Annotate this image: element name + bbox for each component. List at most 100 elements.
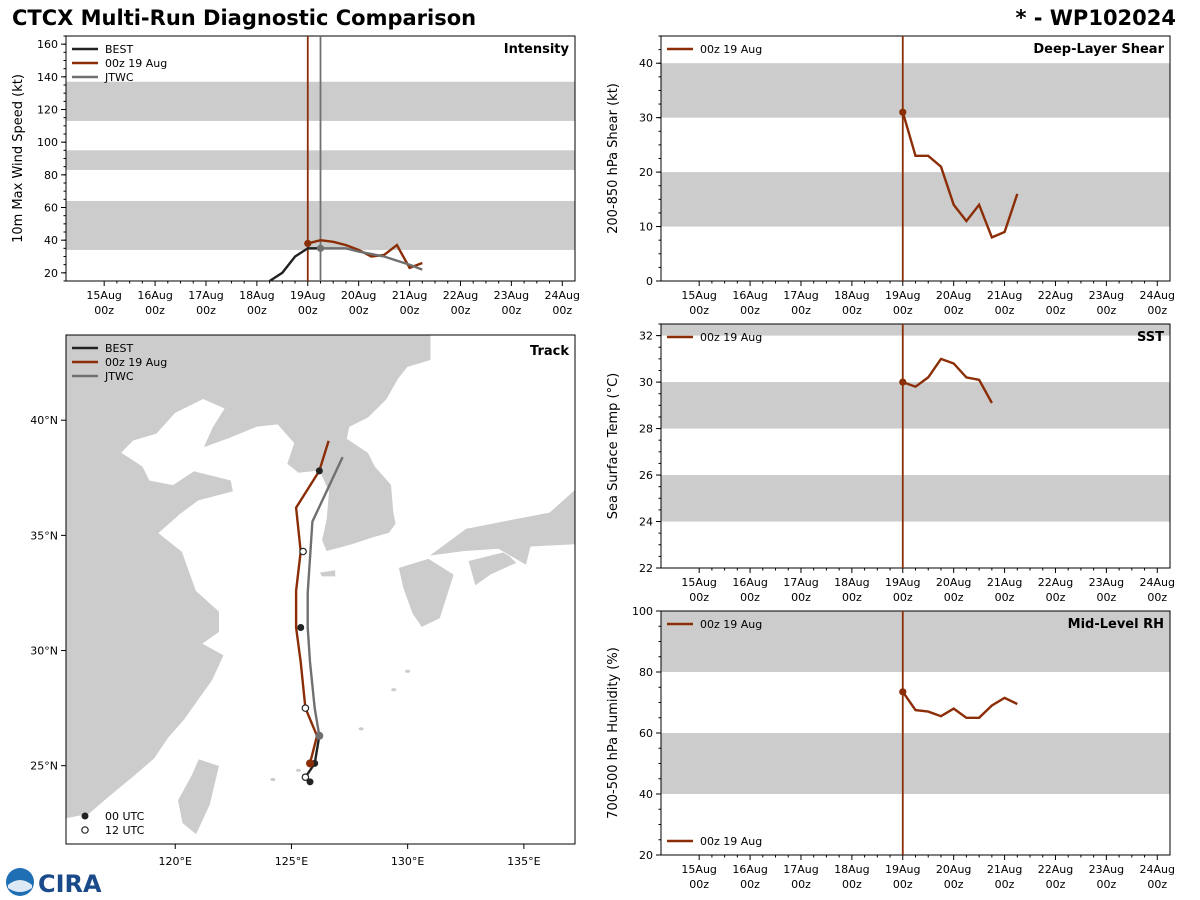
sst-band [661, 382, 1170, 429]
track-ytick-label: 40°N [30, 414, 58, 427]
shear-xtick-hour: 00z [944, 304, 964, 317]
intensity-xtick-day: 19Aug [290, 289, 325, 302]
intensity-series-line [320, 247, 423, 271]
track-title: Track [530, 344, 569, 359]
sst-xtick-day: 20Aug [936, 576, 971, 589]
sst-xtick-hour: 00z [893, 591, 913, 604]
page-title: CTCX Multi-Run Diagnostic Comparison [12, 6, 477, 30]
shear-xtick-day: 18Aug [834, 289, 869, 302]
track-xtick-label: 125°E [275, 855, 308, 868]
sst-ytick-label: 24 [639, 516, 653, 529]
sst-xtick-hour: 00z [1096, 591, 1116, 604]
rh-xtick-hour: 00z [791, 878, 811, 891]
rh-xtick-hour: 00z [944, 878, 964, 891]
intensity-xtick-hour: 00z [400, 304, 420, 317]
track-legend-label: JTWC [104, 370, 134, 383]
rh-ytick-label: 60 [639, 727, 653, 740]
shear-xtick-day: 17Aug [783, 289, 818, 302]
rh-series-line [901, 691, 1018, 719]
intensity-xtick-day: 16Aug [137, 289, 172, 302]
marker-legend-12-icon [81, 826, 89, 834]
sst-band [661, 324, 1170, 336]
shear-xtick-hour: 00z [995, 304, 1015, 317]
sst-xtick-day: 16Aug [732, 576, 767, 589]
sst-legend-label: 00z 19 Aug [700, 331, 762, 344]
rh-ylabel: 700-500 hPa Humidity (%) [606, 647, 621, 819]
shear-series-line [901, 111, 1019, 239]
shear-ytick-label: 40 [639, 57, 653, 70]
shear-xtick-hour: 00z [689, 304, 709, 317]
shear-xtick-day: 24Aug [1140, 289, 1175, 302]
track-marker-00utc [306, 778, 314, 786]
intensity-ytick-label: 40 [44, 234, 58, 247]
rh-title: Mid-Level RH [1068, 617, 1164, 632]
track-line [306, 456, 344, 736]
rh-band [661, 733, 1170, 794]
sst-xtick-day: 21Aug [987, 576, 1022, 589]
marker-legend-label: 12 UTC [105, 824, 145, 837]
rh-xtick-hour: 00z [995, 878, 1015, 891]
sst-ytick-label: 28 [639, 423, 653, 436]
intensity-ytick-label: 20 [44, 267, 58, 280]
shear-xtick-hour: 00z [1147, 304, 1167, 317]
honshu-land [427, 488, 575, 566]
shear-panel: 0 10 20 30 40 15Aug 00z 16Aug 00z 17Aug 00z 18Aug 00… [606, 35, 1175, 317]
sst-ytick-label: 32 [639, 330, 653, 343]
shear-ylabel: 200-850 hPa Shear (kt) [606, 83, 621, 234]
rh-ytick-label: 80 [639, 666, 653, 679]
track-marker-12utc [301, 704, 310, 712]
sst-xtick-day: 24Aug [1140, 576, 1175, 589]
rh-xtick-day: 16Aug [732, 863, 767, 876]
intensity-ylabel: 10m Max Wind Speed (kt) [11, 74, 26, 243]
sst-series-start-point [899, 378, 907, 386]
sst-xtick-hour: 00z [791, 591, 811, 604]
shear-xtick-day: 21Aug [987, 289, 1022, 302]
rh-panel: 20 40 60 80 100 15Aug 00z 16Aug 00z 17Aug 00z 18Aug… [606, 605, 1175, 891]
intensity-series-start-point [304, 239, 312, 248]
shear-ytick-label: 20 [639, 166, 653, 179]
storm-id-title: * - WP102024 [1015, 6, 1176, 30]
sst-series-group [899, 357, 993, 404]
mainland-asia-land [66, 335, 432, 820]
intensity-ytick-label: 120 [37, 104, 58, 117]
shear-xtick-hour: 00z [893, 304, 913, 317]
track-marker-jtwc-start [315, 731, 324, 740]
intensity-xtick-hour: 00z [298, 304, 318, 317]
sst-title: SST [1137, 330, 1164, 345]
rh-ytick-label: 100 [632, 605, 653, 618]
intensity-series-start-point [316, 244, 325, 252]
intensity-legend-label: 00z 19 Aug [105, 57, 167, 70]
sst-xtick-day: 22Aug [1038, 576, 1073, 589]
intensity-xtick-hour: 00z [94, 304, 114, 317]
ryukyu-island [295, 767, 302, 773]
rh-legend-label: 00z 19 Aug [700, 618, 762, 631]
rh-xtick-hour: 00z [893, 878, 913, 891]
cira-logo: CIRA [6, 868, 102, 898]
shear-title: Deep-Layer Shear [1033, 42, 1164, 57]
shear-xtick-day: 20Aug [936, 289, 971, 302]
intensity-xtick-day: 18Aug [239, 289, 274, 302]
sst-ylabel: Sea Surface Temp (°C) [606, 373, 621, 520]
intensity-xtick-hour: 00z [247, 304, 267, 317]
sst-xtick-hour: 00z [842, 591, 862, 604]
rh-xtick-hour: 00z [842, 878, 862, 891]
shear-xtick-day: 16Aug [732, 289, 767, 302]
intensity-panel: 20 40 60 80 100 120 140 160 15Aug 00z 16Aug 00z 17Au… [11, 35, 580, 317]
intensity-xtick-hour: 00z [552, 304, 572, 317]
intensity-ytick-label: 140 [37, 71, 58, 84]
track-marker-12utc [301, 773, 310, 782]
rh-xtick-hour: 00z [1096, 878, 1116, 891]
kyushu-land [397, 557, 455, 629]
rh-legend-bottom-label: 00z 19 Aug [700, 835, 762, 848]
sst-ytick-label: 30 [639, 376, 653, 389]
shikoku-land [467, 551, 518, 587]
rh-xtick-day: 24Aug [1140, 863, 1175, 876]
marker-legend-00-icon [81, 812, 89, 820]
shear-band [661, 172, 1170, 227]
intensity-xtick-day: 20Aug [341, 289, 376, 302]
track-frame [65, 334, 576, 845]
sst-ytick-label: 26 [639, 469, 653, 482]
intensity-legend-label: BEST [105, 43, 133, 56]
intensity-series-line [268, 247, 321, 281]
